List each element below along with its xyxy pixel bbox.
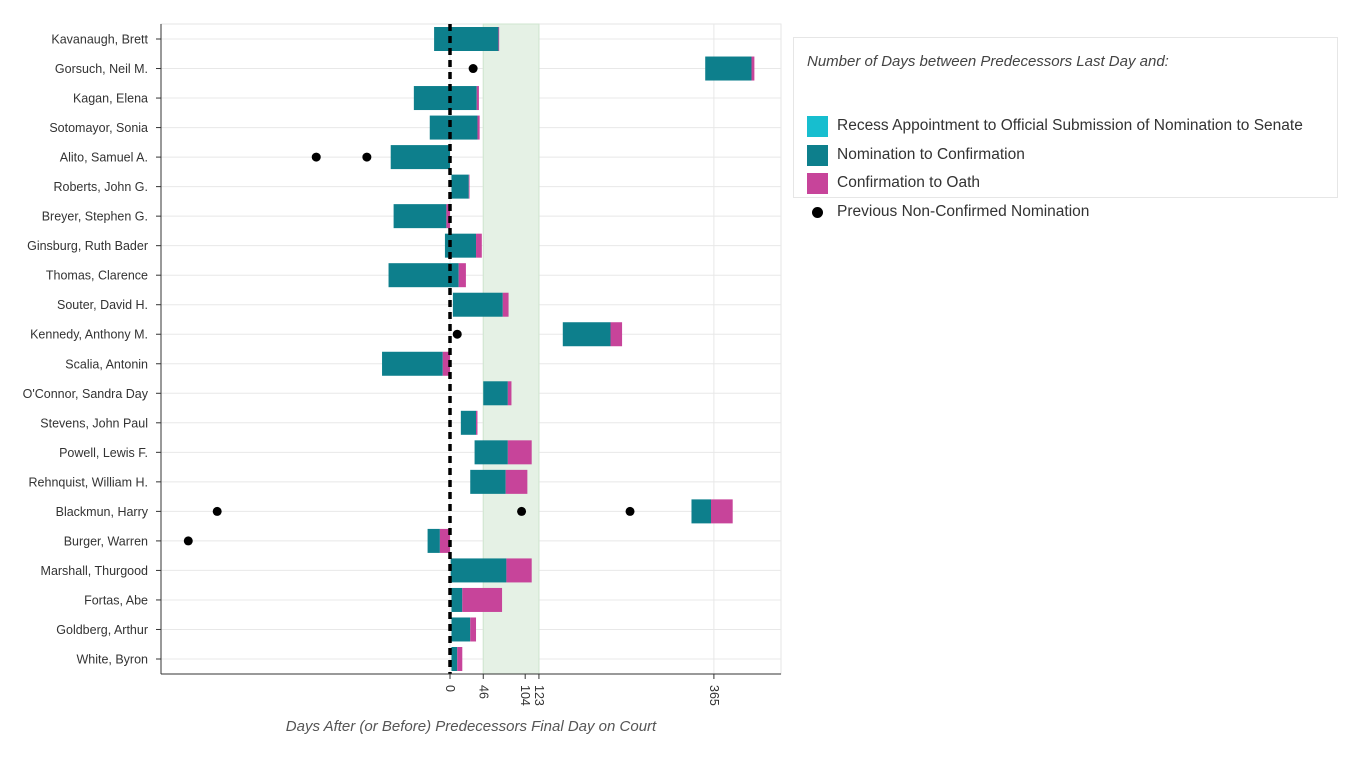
bar-nomination — [452, 292, 503, 317]
bar-nomination — [393, 204, 447, 229]
legend-item-oath: Confirmation to Oath — [807, 171, 980, 195]
bar-nomination — [474, 440, 508, 465]
bar-oath — [505, 469, 528, 494]
bar-oath — [610, 322, 623, 347]
bar-oath — [457, 647, 463, 671]
previous-nomination-dot — [468, 64, 478, 74]
plot-area: Kavanaugh, Brett Gorsuch, Neil M. Kagan, E… — [23, 23, 782, 706]
y-tick-label: Breyer, Stephen G. — [42, 210, 148, 224]
bar-nomination — [451, 647, 458, 671]
x-axis-label: Days After (or Before) Predecessors Fina… — [286, 718, 657, 735]
bar-nomination — [451, 587, 463, 612]
previous-nomination-dot — [625, 506, 635, 516]
legend-item-nomination: Nomination to Confirmation — [807, 143, 1025, 167]
bar-oath — [462, 587, 503, 612]
y-tick-label: Fortas, Abe — [84, 593, 148, 607]
y-tick-label: Goldberg, Arthur — [56, 623, 148, 637]
bar-oath — [458, 263, 466, 288]
bar-oath — [476, 86, 479, 111]
y-tick-label: Thomas, Clarence — [46, 269, 148, 283]
bar-nomination — [470, 469, 506, 494]
legend-swatch-recess — [807, 115, 828, 137]
bar-oath — [477, 115, 480, 140]
bar-nomination — [388, 263, 459, 288]
y-tick-label: Stevens, John Paul — [40, 416, 148, 430]
x-tick-label: 365 — [707, 685, 721, 706]
bar-nomination — [382, 351, 443, 376]
bar-oath — [468, 174, 470, 199]
bar-nomination — [429, 115, 478, 140]
previous-nomination-dot — [362, 152, 372, 162]
legend-swatch-oath — [807, 172, 828, 194]
legend-swatch-nomination — [807, 144, 828, 166]
legend-item-previous: Previous Non-Confirmed Nomination — [807, 200, 1089, 224]
y-tick-label: Powell, Lewis F. — [59, 446, 148, 460]
y-tick-label: Sotomayor, Sonia — [49, 121, 148, 135]
y-tick-label: Kennedy, Anthony M. — [30, 328, 148, 342]
bar-nomination — [451, 617, 471, 642]
bar-oath — [507, 381, 512, 406]
y-tick-label: Roberts, John G. — [54, 180, 149, 194]
bar-oath — [470, 617, 477, 642]
bar-oath — [711, 499, 733, 524]
bar-oath — [442, 351, 450, 376]
legend-label-nomination: Nomination to Confirmation — [837, 146, 1025, 163]
bar-nomination — [451, 174, 469, 199]
y-tick-label: Burger, Warren — [64, 534, 148, 548]
bar-oath — [506, 558, 532, 583]
bar-oath — [476, 233, 482, 258]
bar-nomination — [450, 558, 507, 583]
x-tick-label: 123 — [532, 685, 546, 706]
previous-nomination-dot — [517, 506, 527, 516]
x-tick-label: 104 — [518, 685, 532, 706]
previous-nomination-dot — [311, 152, 321, 162]
y-tick-label: Souter, David H. — [57, 298, 148, 312]
y-tick-label: Alito, Samuel A. — [60, 151, 148, 165]
legend: Number of Days between Predecessors Last… — [793, 37, 1338, 220]
legend-item-recess: Recess Appointment to Official Submissio… — [807, 114, 1303, 138]
legend-marker-previous — [812, 206, 823, 218]
bar-nomination — [460, 410, 477, 435]
x-tick-label: 46 — [476, 685, 490, 699]
legend-label-oath: Confirmation to Oath — [837, 174, 981, 191]
y-tick-label: Kavanaugh, Brett — [51, 33, 148, 47]
bar-nomination — [691, 499, 712, 524]
bar-nomination — [705, 56, 752, 81]
y-tick-label: Ginsburg, Ruth Bader — [27, 239, 148, 253]
bar-nomination — [390, 145, 450, 170]
bar-oath — [502, 292, 509, 317]
bar-nomination — [427, 528, 440, 553]
previous-nomination-dot — [452, 329, 462, 339]
y-tick-label: Gorsuch, Neil M. — [55, 62, 148, 76]
y-tick-label: O'Connor, Sandra Day — [23, 387, 149, 401]
x-tick-label: 0 — [443, 685, 457, 692]
legend-label-previous: Previous Non-Confirmed Nomination — [837, 203, 1090, 220]
y-tick-label: White, Byron — [76, 653, 148, 667]
y-tick-label: Blackmun, Harry — [56, 505, 149, 519]
previous-nomination-dot — [212, 506, 222, 516]
bar-oath — [507, 440, 532, 465]
bar-oath — [446, 204, 450, 229]
bar-nomination — [483, 381, 508, 406]
bar-nomination — [434, 27, 499, 51]
bar-nomination — [562, 322, 611, 347]
bar-oath — [476, 410, 478, 435]
legend-label-recess: Recess Appointment to Official Submissio… — [837, 117, 1303, 134]
legend-title: Number of Days between Predecessors Last… — [807, 53, 1169, 70]
bar-oath — [439, 528, 450, 553]
bar-nomination — [413, 86, 477, 111]
bar-oath — [751, 56, 755, 81]
y-tick-label: Rehnquist, William H. — [29, 475, 148, 489]
previous-nomination-dot — [183, 536, 193, 546]
bar-oath — [498, 27, 500, 51]
y-tick-label: Scalia, Antonin — [65, 357, 148, 371]
y-tick-label: Kagan, Elena — [73, 92, 148, 106]
y-tick-label: Marshall, Thurgood — [41, 564, 149, 578]
